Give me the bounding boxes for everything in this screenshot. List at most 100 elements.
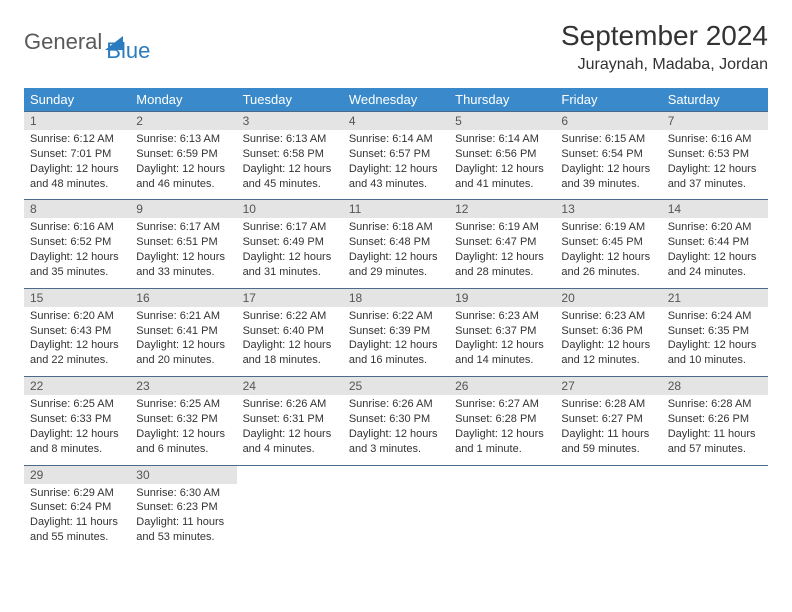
logo-text-blue: Blue <box>106 38 150 64</box>
day-number: 21 <box>662 289 768 307</box>
calendar-cell: 23Sunrise: 6:25 AMSunset: 6:32 PMDayligh… <box>130 377 236 465</box>
day-details: Sunrise: 6:28 AMSunset: 6:26 PMDaylight:… <box>662 395 768 464</box>
logo: General Blue <box>24 20 150 64</box>
day-details: Sunrise: 6:16 AMSunset: 6:53 PMDaylight:… <box>662 130 768 199</box>
weekday-header: Monday <box>130 88 236 112</box>
weekday-header: Sunday <box>24 88 130 112</box>
location: Juraynah, Madaba, Jordan <box>561 56 768 74</box>
calendar-cell: 25Sunrise: 6:26 AMSunset: 6:30 PMDayligh… <box>343 377 449 465</box>
calendar-cell <box>237 465 343 553</box>
day-number: 10 <box>237 200 343 218</box>
day-number: 11 <box>343 200 449 218</box>
day-details: Sunrise: 6:16 AMSunset: 6:52 PMDaylight:… <box>24 218 130 287</box>
header: General Blue September 2024 Juraynah, Ma… <box>24 20 768 74</box>
day-number: 27 <box>555 377 661 395</box>
day-number: 22 <box>24 377 130 395</box>
day-details: Sunrise: 6:22 AMSunset: 6:40 PMDaylight:… <box>237 307 343 376</box>
day-number: 30 <box>130 466 236 484</box>
calendar-cell: 11Sunrise: 6:18 AMSunset: 6:48 PMDayligh… <box>343 200 449 288</box>
day-number: 2 <box>130 112 236 130</box>
day-details: Sunrise: 6:20 AMSunset: 6:44 PMDaylight:… <box>662 218 768 287</box>
calendar-cell: 17Sunrise: 6:22 AMSunset: 6:40 PMDayligh… <box>237 288 343 376</box>
day-number: 28 <box>662 377 768 395</box>
calendar-cell: 26Sunrise: 6:27 AMSunset: 6:28 PMDayligh… <box>449 377 555 465</box>
day-details: Sunrise: 6:26 AMSunset: 6:30 PMDaylight:… <box>343 395 449 464</box>
day-number: 13 <box>555 200 661 218</box>
day-details: Sunrise: 6:19 AMSunset: 6:45 PMDaylight:… <box>555 218 661 287</box>
day-details: Sunrise: 6:27 AMSunset: 6:28 PMDaylight:… <box>449 395 555 464</box>
day-details: Sunrise: 6:29 AMSunset: 6:24 PMDaylight:… <box>24 484 130 553</box>
title-block: September 2024 Juraynah, Madaba, Jordan <box>561 20 768 74</box>
day-details: Sunrise: 6:25 AMSunset: 6:33 PMDaylight:… <box>24 395 130 464</box>
day-number: 15 <box>24 289 130 307</box>
calendar-cell: 3Sunrise: 6:13 AMSunset: 6:58 PMDaylight… <box>237 112 343 200</box>
day-details: Sunrise: 6:17 AMSunset: 6:51 PMDaylight:… <box>130 218 236 287</box>
calendar-cell: 30Sunrise: 6:30 AMSunset: 6:23 PMDayligh… <box>130 465 236 553</box>
calendar-cell: 16Sunrise: 6:21 AMSunset: 6:41 PMDayligh… <box>130 288 236 376</box>
day-details: Sunrise: 6:23 AMSunset: 6:37 PMDaylight:… <box>449 307 555 376</box>
calendar-cell: 2Sunrise: 6:13 AMSunset: 6:59 PMDaylight… <box>130 112 236 200</box>
day-number: 14 <box>662 200 768 218</box>
calendar-cell: 22Sunrise: 6:25 AMSunset: 6:33 PMDayligh… <box>24 377 130 465</box>
day-number: 24 <box>237 377 343 395</box>
calendar-cell: 6Sunrise: 6:15 AMSunset: 6:54 PMDaylight… <box>555 112 661 200</box>
calendar-cell <box>449 465 555 553</box>
day-number: 26 <box>449 377 555 395</box>
calendar-cell <box>662 465 768 553</box>
day-number: 8 <box>24 200 130 218</box>
calendar-cell: 14Sunrise: 6:20 AMSunset: 6:44 PMDayligh… <box>662 200 768 288</box>
calendar-row: 8Sunrise: 6:16 AMSunset: 6:52 PMDaylight… <box>24 200 768 288</box>
day-number: 4 <box>343 112 449 130</box>
calendar-cell: 1Sunrise: 6:12 AMSunset: 7:01 PMDaylight… <box>24 112 130 200</box>
calendar-cell: 10Sunrise: 6:17 AMSunset: 6:49 PMDayligh… <box>237 200 343 288</box>
weekday-header: Wednesday <box>343 88 449 112</box>
month-title: September 2024 <box>561 20 768 52</box>
day-details: Sunrise: 6:15 AMSunset: 6:54 PMDaylight:… <box>555 130 661 199</box>
day-number: 19 <box>449 289 555 307</box>
day-details: Sunrise: 6:17 AMSunset: 6:49 PMDaylight:… <box>237 218 343 287</box>
day-number: 12 <box>449 200 555 218</box>
day-details: Sunrise: 6:26 AMSunset: 6:31 PMDaylight:… <box>237 395 343 464</box>
calendar-cell: 12Sunrise: 6:19 AMSunset: 6:47 PMDayligh… <box>449 200 555 288</box>
day-details: Sunrise: 6:30 AMSunset: 6:23 PMDaylight:… <box>130 484 236 553</box>
calendar-cell: 5Sunrise: 6:14 AMSunset: 6:56 PMDaylight… <box>449 112 555 200</box>
day-details: Sunrise: 6:20 AMSunset: 6:43 PMDaylight:… <box>24 307 130 376</box>
calendar-cell: 24Sunrise: 6:26 AMSunset: 6:31 PMDayligh… <box>237 377 343 465</box>
day-number: 1 <box>24 112 130 130</box>
calendar-cell: 7Sunrise: 6:16 AMSunset: 6:53 PMDaylight… <box>662 112 768 200</box>
calendar-cell: 21Sunrise: 6:24 AMSunset: 6:35 PMDayligh… <box>662 288 768 376</box>
day-number: 25 <box>343 377 449 395</box>
day-details: Sunrise: 6:14 AMSunset: 6:56 PMDaylight:… <box>449 130 555 199</box>
day-details: Sunrise: 6:13 AMSunset: 6:59 PMDaylight:… <box>130 130 236 199</box>
day-number: 7 <box>662 112 768 130</box>
day-number: 16 <box>130 289 236 307</box>
weekday-header: Thursday <box>449 88 555 112</box>
weekday-header-row: Sunday Monday Tuesday Wednesday Thursday… <box>24 88 768 112</box>
weekday-header: Tuesday <box>237 88 343 112</box>
day-details: Sunrise: 6:19 AMSunset: 6:47 PMDaylight:… <box>449 218 555 287</box>
day-number: 6 <box>555 112 661 130</box>
calendar-cell: 28Sunrise: 6:28 AMSunset: 6:26 PMDayligh… <box>662 377 768 465</box>
day-details: Sunrise: 6:28 AMSunset: 6:27 PMDaylight:… <box>555 395 661 464</box>
calendar-row: 22Sunrise: 6:25 AMSunset: 6:33 PMDayligh… <box>24 377 768 465</box>
day-number: 17 <box>237 289 343 307</box>
calendar-row: 29Sunrise: 6:29 AMSunset: 6:24 PMDayligh… <box>24 465 768 553</box>
calendar-cell: 18Sunrise: 6:22 AMSunset: 6:39 PMDayligh… <box>343 288 449 376</box>
calendar-cell: 4Sunrise: 6:14 AMSunset: 6:57 PMDaylight… <box>343 112 449 200</box>
day-number: 18 <box>343 289 449 307</box>
calendar-cell: 15Sunrise: 6:20 AMSunset: 6:43 PMDayligh… <box>24 288 130 376</box>
day-details: Sunrise: 6:18 AMSunset: 6:48 PMDaylight:… <box>343 218 449 287</box>
day-number: 23 <box>130 377 236 395</box>
calendar-cell: 9Sunrise: 6:17 AMSunset: 6:51 PMDaylight… <box>130 200 236 288</box>
calendar-row: 15Sunrise: 6:20 AMSunset: 6:43 PMDayligh… <box>24 288 768 376</box>
weekday-header: Saturday <box>662 88 768 112</box>
calendar-cell <box>343 465 449 553</box>
day-details: Sunrise: 6:12 AMSunset: 7:01 PMDaylight:… <box>24 130 130 199</box>
day-details: Sunrise: 6:25 AMSunset: 6:32 PMDaylight:… <box>130 395 236 464</box>
calendar-cell: 13Sunrise: 6:19 AMSunset: 6:45 PMDayligh… <box>555 200 661 288</box>
day-details: Sunrise: 6:22 AMSunset: 6:39 PMDaylight:… <box>343 307 449 376</box>
day-number: 20 <box>555 289 661 307</box>
day-details: Sunrise: 6:13 AMSunset: 6:58 PMDaylight:… <box>237 130 343 199</box>
calendar-cell: 27Sunrise: 6:28 AMSunset: 6:27 PMDayligh… <box>555 377 661 465</box>
calendar-cell <box>555 465 661 553</box>
